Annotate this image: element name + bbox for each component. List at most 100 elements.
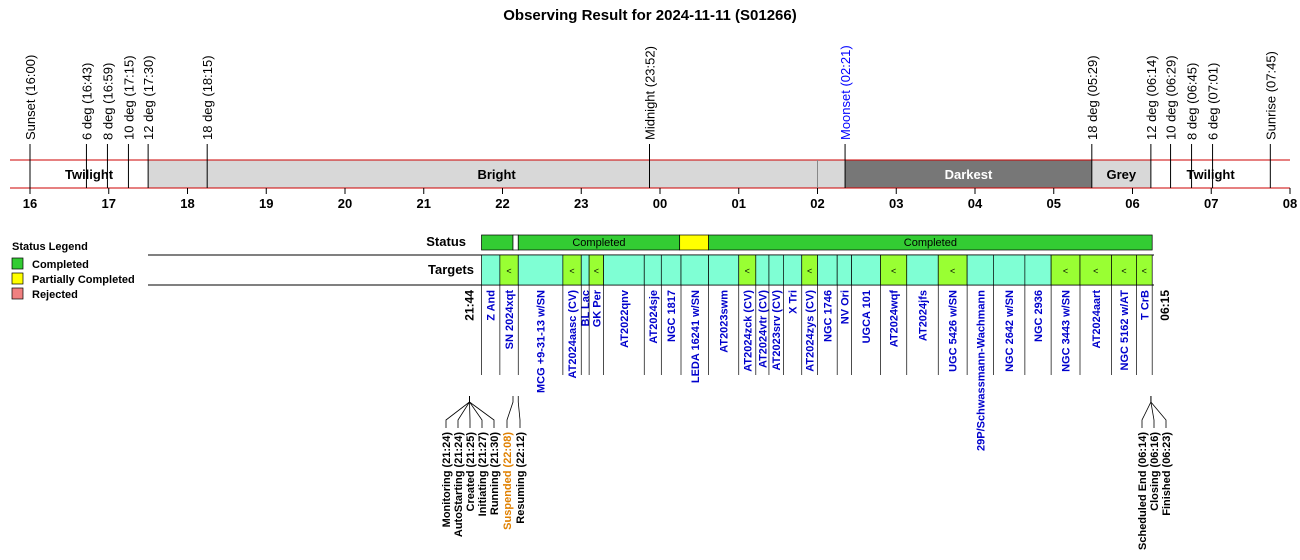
target-name: GK Per — [591, 289, 603, 327]
end-time-label: 06:15 — [1158, 290, 1172, 321]
event-label: Resuming (22:12) — [515, 432, 527, 524]
event-label: Finished (06:23) — [1161, 432, 1173, 516]
target-name: T CrB — [1139, 290, 1151, 320]
target-name: UGCA 101 — [861, 290, 873, 343]
event-leader-line — [517, 396, 521, 428]
hour-tick-label: 02 — [810, 196, 824, 211]
legend-title: Status Legend — [12, 241, 88, 253]
target-block — [851, 254, 881, 286]
hour-tick-label: 04 — [968, 196, 983, 211]
legend-swatch-partial — [11, 272, 24, 285]
targets-row-label: Targets — [428, 262, 474, 277]
target-flag-mark: < — [891, 266, 896, 276]
target-block — [768, 254, 784, 286]
event-label: Created (21:25) — [465, 432, 477, 512]
hour-tick-label: 19 — [259, 196, 273, 211]
hour-tick-label: 17 — [102, 196, 116, 211]
event-leader-line — [469, 396, 483, 428]
hour-tick-label: 23 — [574, 196, 588, 211]
chart-title: Observing Result for 2024-11-11 (S01266) — [503, 7, 796, 24]
hour-tick-label: 21 — [417, 196, 431, 211]
sun-event-label: 10 deg (06:29) — [1164, 55, 1179, 140]
target-flag-mark: < — [1063, 266, 1068, 276]
target-block — [836, 254, 852, 286]
event-label: Running (21:30) — [489, 432, 501, 515]
sky-band-darkest — [845, 160, 1092, 188]
target-block — [817, 254, 838, 286]
event-leader-line — [1150, 396, 1155, 428]
sun-event-label: 12 deg (17:30) — [141, 55, 156, 140]
hour-tick-label: 18 — [180, 196, 194, 211]
sun-event-label: 18 deg (18:15) — [200, 55, 215, 140]
event-label: Closing (06:16) — [1149, 432, 1161, 511]
target-flag-mark: < — [594, 266, 599, 276]
target-name: AT2024jfs — [918, 290, 930, 341]
sky-band-bright — [148, 160, 846, 188]
target-flag-mark: < — [745, 266, 750, 276]
target-name: AT2024vtr (CV) — [757, 290, 769, 368]
target-block — [755, 254, 770, 286]
target-block — [1024, 254, 1052, 286]
hour-tick-label: 22 — [495, 196, 509, 211]
moonset-label: Moonset (02:21) — [838, 45, 853, 140]
target-block — [1111, 254, 1137, 286]
status-segment — [481, 234, 514, 251]
target-block — [481, 254, 501, 286]
target-name: AT2023srv (CV) — [771, 290, 783, 371]
sun-event-label: 6 deg (16:43) — [79, 63, 94, 140]
target-block — [603, 254, 645, 286]
target-block — [517, 254, 564, 286]
legend-swatch-completed — [11, 257, 24, 270]
hour-tick-label: 03 — [889, 196, 903, 211]
target-block — [1079, 254, 1112, 286]
target-name: NGC 1746 — [822, 290, 834, 342]
target-block — [660, 254, 682, 286]
target-name: AT2024zys (CV) — [805, 290, 817, 372]
target-name: AT2023swm — [719, 290, 731, 353]
target-name: AT2024wqf — [889, 290, 901, 348]
target-name: NGC 2936 — [1033, 290, 1045, 342]
sky-band-label: Darkest — [945, 167, 993, 182]
target-name: AT2024aart — [1091, 290, 1103, 349]
suspended-event-label: Suspended (22:08) — [502, 432, 514, 530]
sun-event-label: 8 deg (16:59) — [100, 63, 115, 140]
sky-band-grey — [1091, 160, 1151, 188]
event-leader-line — [457, 396, 470, 428]
target-flag-mark: < — [1093, 266, 1098, 276]
hour-tick-label: 20 — [338, 196, 352, 211]
sun-event-label: 12 deg (06:14) — [1144, 55, 1159, 140]
legend-item-label: Partially Completed — [32, 274, 135, 286]
event-label: Monitoring (21:24) — [441, 432, 453, 528]
target-name: AT2022qnv — [619, 289, 631, 348]
sun-event-label: 6 deg (07:01) — [1206, 63, 1221, 140]
hour-tick-label: 07 — [1204, 196, 1218, 211]
hour-tick-label: 16 — [23, 196, 37, 211]
legend-item-label: Rejected — [32, 289, 78, 301]
target-name: LEDA 16241 w/SN — [690, 290, 702, 383]
target-name: AT2024aasc (CV) — [567, 290, 579, 379]
sun-event-label: 8 deg (06:45) — [1185, 63, 1200, 140]
target-name: NGC 1817 — [666, 290, 678, 342]
hour-tick-label: 05 — [1047, 196, 1061, 211]
target-name: AT2024sje — [648, 290, 660, 344]
target-name: X Tri — [788, 290, 800, 314]
target-block — [906, 254, 939, 286]
sun-event-label: 18 deg (05:29) — [1085, 55, 1100, 140]
target-name: SN 2024xqt — [504, 290, 516, 350]
event-label: AutoStarting (21:24) — [453, 432, 465, 537]
target-block — [993, 254, 1026, 286]
status-segment — [679, 234, 709, 251]
event-leader-line — [469, 396, 495, 428]
target-block — [966, 254, 994, 286]
target-block — [580, 254, 590, 286]
target-name: Z And — [486, 290, 498, 321]
legend-item-label: Completed — [32, 259, 89, 271]
sun-event-label: 10 deg (17:15) — [121, 55, 136, 140]
event-label: Scheduled End (06:14) — [1137, 432, 1149, 550]
target-name: NV Ori — [839, 290, 851, 324]
event-leader-line — [506, 396, 514, 428]
hour-tick-label: 00 — [653, 196, 667, 211]
target-name: NGC 2642 w/SN — [1004, 290, 1016, 372]
target-flag-mark: < — [807, 266, 812, 276]
